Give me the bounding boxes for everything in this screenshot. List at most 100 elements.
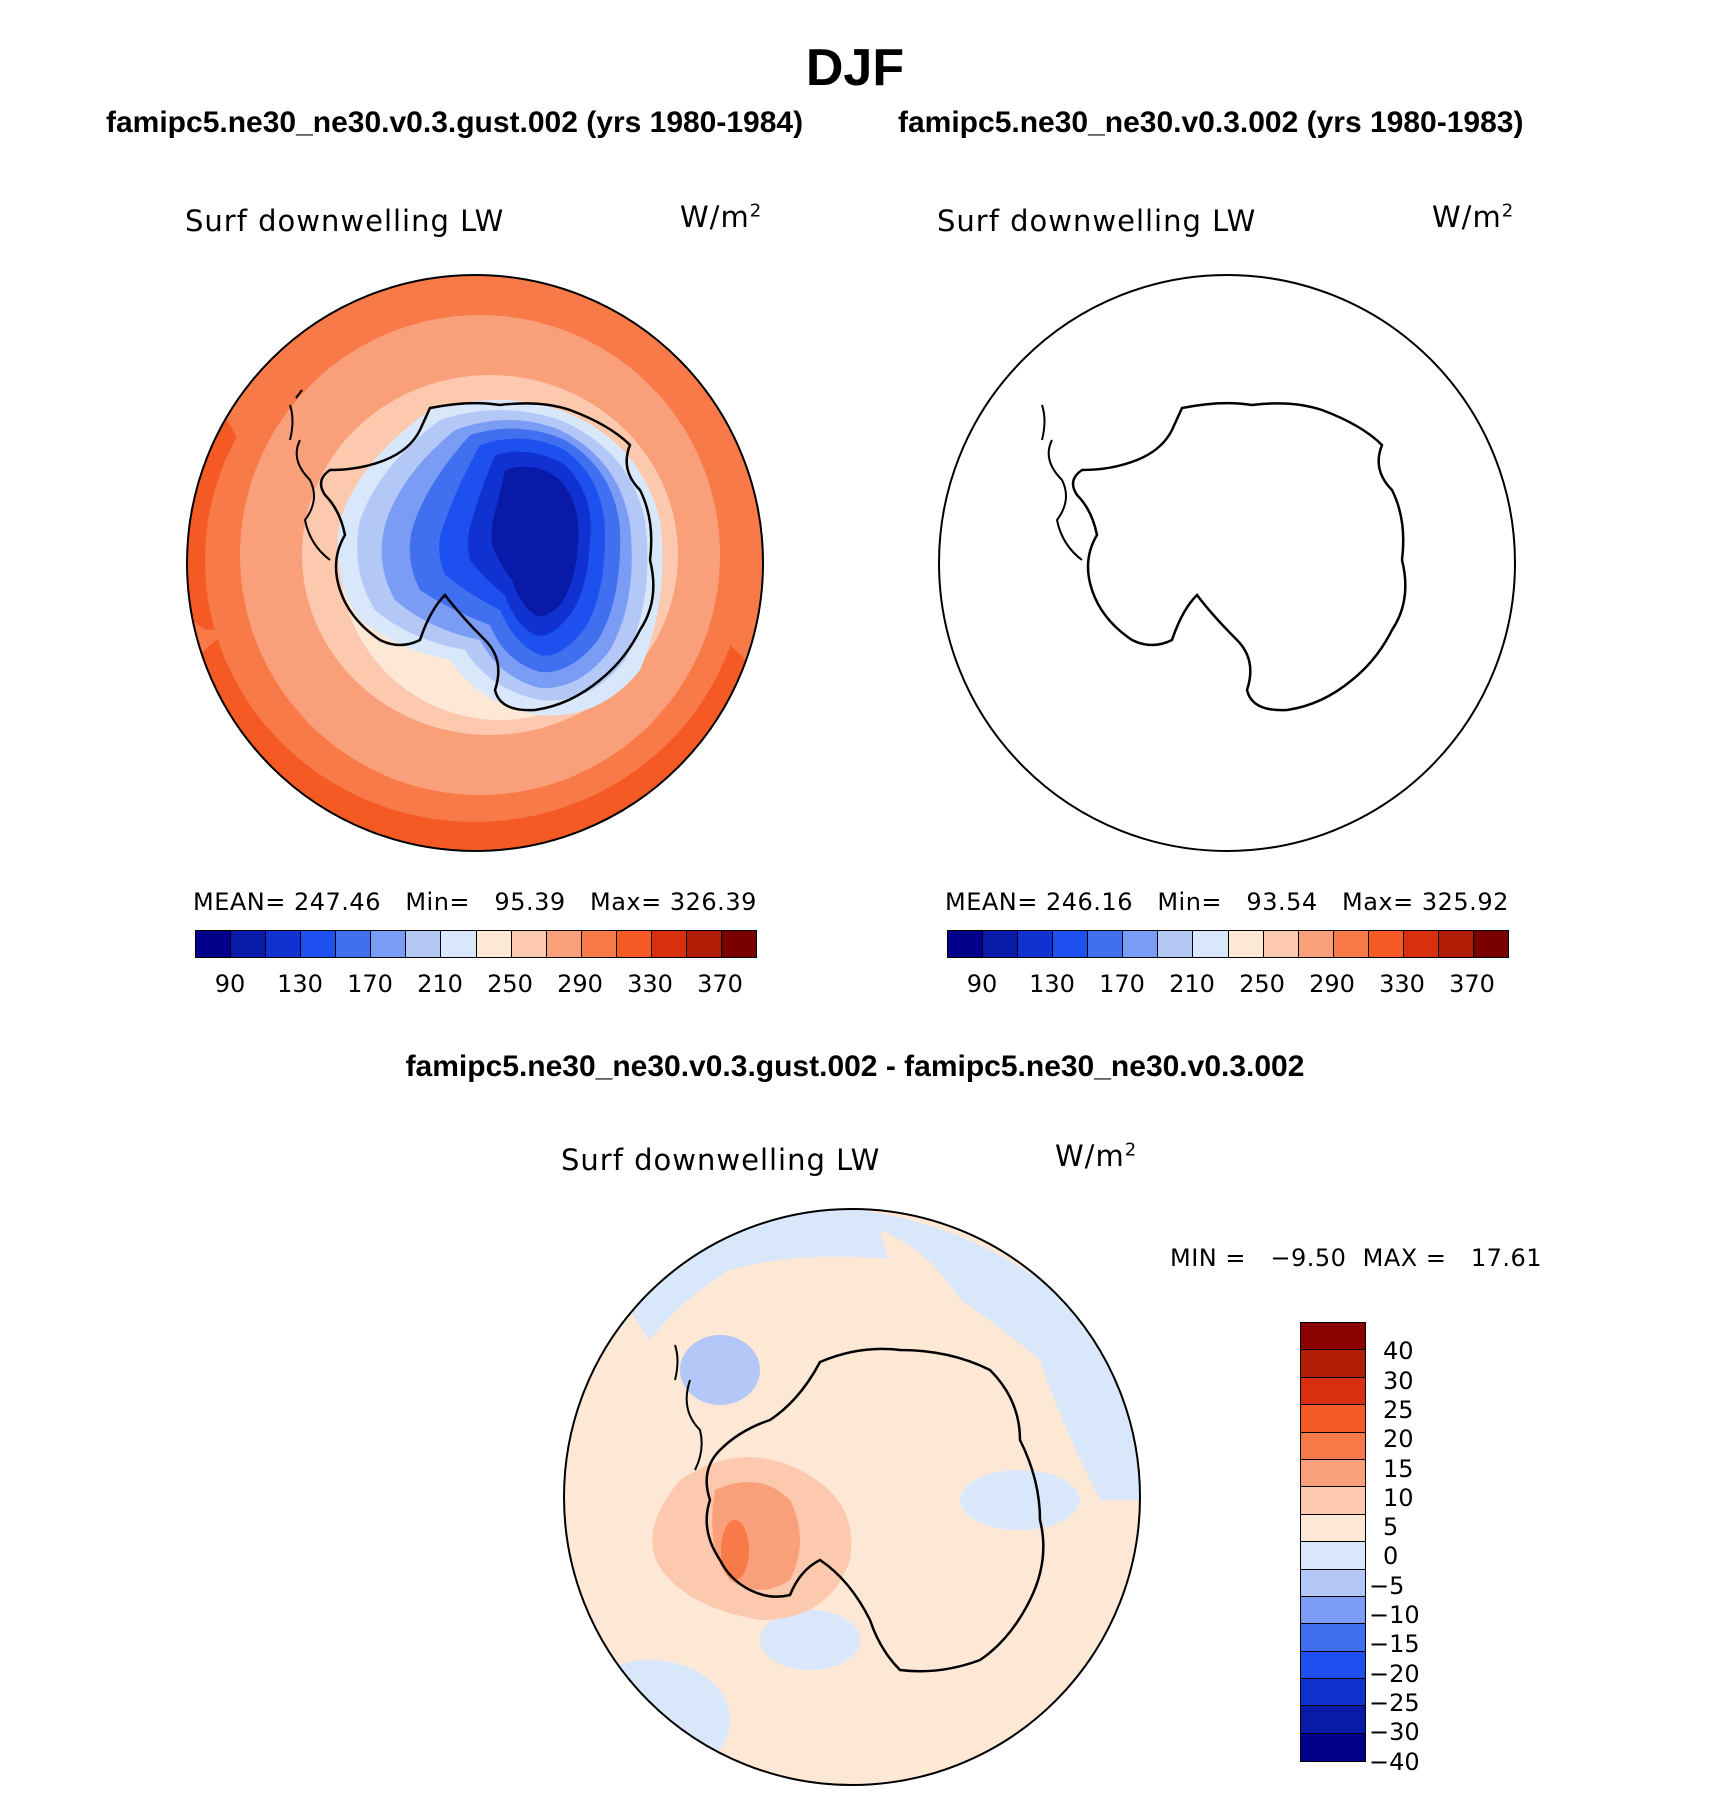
colorbar-swatch — [1301, 1487, 1365, 1515]
panel2-units-label: W/m2 — [1432, 200, 1515, 234]
colorbar-swatch — [301, 931, 337, 957]
colorbar-swatch — [1301, 1596, 1365, 1625]
panel1-colorbar-ticks: 90 130 170 210 250 290 330 370 — [195, 970, 755, 1000]
colorbar-swatch — [1438, 931, 1474, 957]
colorbar-swatch — [1333, 931, 1369, 957]
colorbar-swatch — [196, 931, 232, 957]
colorbar-tick-label: −5 — [1369, 1571, 1405, 1600]
colorbar-swatch — [948, 931, 984, 957]
colorbar-swatch — [336, 931, 372, 957]
colorbar-tick-label: 0 — [1383, 1542, 1399, 1571]
colorbar-swatch — [266, 931, 302, 957]
colorbar-swatch — [1301, 1323, 1365, 1351]
panel2-stats: MEAN= 246.16 Min= 93.54 Max= 325.92 — [945, 888, 1509, 916]
colorbar-swatch — [1158, 931, 1194, 957]
panel1-stats: MEAN= 247.46 Min= 95.39 Max= 326.39 — [193, 888, 757, 916]
panel1-variable-label: Surf downwelling LW — [185, 204, 505, 238]
colorbar-tick-label: 370 — [1449, 970, 1495, 998]
colorbar-tick-label: 40 — [1383, 1337, 1414, 1366]
colorbar-swatch — [1301, 1405, 1365, 1433]
colorbar-tick-label: −15 — [1369, 1630, 1420, 1659]
colorbar-swatch — [476, 931, 512, 957]
colorbar-tick-label: 210 — [1169, 970, 1215, 998]
colorbar-swatch — [371, 931, 407, 957]
panel1-case-title: famipc5.ne30_ne30.v0.3.gust.002 (yrs 198… — [106, 106, 804, 139]
colorbar-tick-label: 330 — [627, 970, 673, 998]
colorbar-tick-label: 130 — [1029, 970, 1075, 998]
colorbar-tick-label: 330 — [1379, 970, 1425, 998]
colorbar-swatch — [231, 931, 267, 957]
colorbar-swatch — [1301, 1514, 1365, 1543]
diff-colorbar-ticks: 40 30 25 20 15 10 5 0 −5 −10 −15 −20 −25 −30 −40 — [1369, 1322, 1475, 1792]
colorbar-tick-label: 10 — [1383, 1483, 1414, 1512]
colorbar-tick-label: 370 — [697, 970, 743, 998]
colorbar-tick-label: −25 — [1369, 1688, 1420, 1717]
colorbar-swatch — [1301, 1651, 1365, 1680]
colorbar-tick-label: 290 — [1309, 970, 1355, 998]
colorbar-tick-label: 130 — [277, 970, 323, 998]
colorbar-swatch — [1301, 1432, 1365, 1460]
colorbar-swatch — [1301, 1733, 1365, 1762]
panel1-units-label: W/m2 — [680, 200, 763, 234]
colorbar-swatch — [1053, 931, 1089, 957]
colorbar-tick-label: 25 — [1383, 1395, 1414, 1424]
colorbar-swatch — [1368, 931, 1404, 957]
diff-variable-label: Surf downwelling LW — [561, 1143, 881, 1177]
colorbar-tick-label: 15 — [1383, 1454, 1414, 1483]
colorbar-tick-label: 250 — [487, 970, 533, 998]
colorbar-swatch — [1228, 931, 1264, 957]
colorbar-tick-label: 290 — [557, 970, 603, 998]
diff-stats: MIN = −9.50 MAX = 17.61 — [1170, 1244, 1543, 1272]
colorbar-swatch — [983, 931, 1019, 957]
colorbar-tick-label: −40 — [1369, 1747, 1420, 1776]
colorbar-tick-label: 250 — [1239, 970, 1285, 998]
colorbar-tick-label: −10 — [1369, 1601, 1420, 1629]
colorbar-tick-label: 90 — [214, 970, 246, 998]
colorbar-swatch — [651, 931, 687, 957]
colorbar-swatch — [1301, 1350, 1365, 1378]
colorbar-swatch — [1301, 1679, 1365, 1707]
colorbar-tick-label: −20 — [1369, 1659, 1420, 1688]
colorbar-swatch — [511, 931, 547, 957]
colorbar-tick-label: 30 — [1383, 1366, 1414, 1395]
colorbar-swatch — [1018, 931, 1054, 957]
colorbar-swatch — [1403, 931, 1439, 957]
diff-units-label: W/m2 — [1055, 1139, 1138, 1173]
colorbar-tick-label: −30 — [1369, 1718, 1420, 1747]
colorbar-swatch — [616, 931, 652, 957]
colorbar-tick-label: 20 — [1383, 1425, 1414, 1454]
colorbar-swatch — [581, 931, 617, 957]
colorbar-swatch — [441, 931, 477, 957]
colorbar-swatch — [1193, 931, 1229, 957]
colorbar-swatch — [1088, 931, 1124, 957]
colorbar-swatch — [1301, 1377, 1365, 1406]
colorbar-swatch — [546, 931, 582, 957]
colorbar-swatch — [686, 931, 722, 957]
panel2-variable-label: Surf downwelling LW — [937, 204, 1257, 238]
colorbar-swatch — [1301, 1542, 1365, 1570]
colorbar-swatch — [721, 931, 756, 957]
colorbar-swatch — [406, 931, 442, 957]
colorbar-swatch — [1301, 1706, 1365, 1734]
colorbar-tick-label: 170 — [1099, 970, 1145, 998]
panel1-colorbar — [195, 930, 757, 958]
panel2-colorbar-ticks: 90 130 170 210 250 290 330 370 — [947, 970, 1507, 1000]
diff-title: famipc5.ne30_ne30.v0.3.gust.002 - famipc… — [405, 1050, 1305, 1083]
colorbar-tick-label: 170 — [347, 970, 393, 998]
colorbar-tick-label: 5 — [1383, 1513, 1399, 1542]
colorbar-tick-label: 210 — [417, 970, 463, 998]
main-title: DJF — [805, 39, 905, 97]
colorbar-tick-label: 90 — [966, 970, 998, 998]
panel2-colorbar — [947, 930, 1509, 958]
panel2-case-title: famipc5.ne30_ne30.v0.3.002 (yrs 1980-198… — [898, 106, 1524, 139]
colorbar-swatch — [1298, 931, 1334, 957]
colorbar-swatch — [1473, 931, 1508, 957]
colorbar-swatch — [1263, 931, 1299, 957]
colorbar-swatch — [1123, 931, 1159, 957]
colorbar-swatch — [1301, 1569, 1365, 1597]
diff-colorbar — [1300, 1322, 1366, 1763]
colorbar-swatch — [1301, 1624, 1365, 1652]
